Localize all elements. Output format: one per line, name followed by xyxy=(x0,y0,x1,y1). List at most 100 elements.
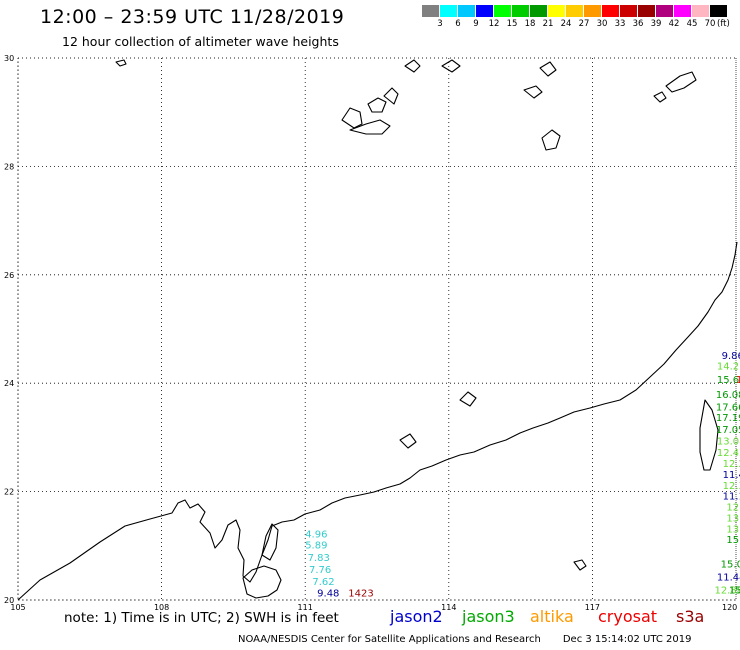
lon-tick-label: 108 xyxy=(154,603,169,612)
legend-label: 27 xyxy=(578,19,590,29)
legend-label: 6 xyxy=(455,19,461,29)
footer-timestamp: Dec 3 15:14:02 UTC 2019 xyxy=(562,634,692,645)
hainan-island-coast xyxy=(242,565,282,599)
wave-height-label: 152 xyxy=(729,585,740,596)
island-14 xyxy=(115,59,127,67)
legend-swatch xyxy=(512,5,530,17)
lat-tick-label: 30 xyxy=(4,54,14,63)
legend-swatch xyxy=(620,5,638,17)
legend-label: 12 xyxy=(488,19,500,29)
footer: NOAA/NESDIS Center for Satellite Applica… xyxy=(238,634,691,645)
island-13 xyxy=(573,559,587,571)
taiwan-coast xyxy=(699,399,719,471)
wave-height-label: 12.8 xyxy=(726,503,740,514)
wave-height-label: 5.89 xyxy=(305,541,327,552)
map-frame xyxy=(17,57,737,601)
leizhou-peninsula-coast xyxy=(261,523,279,561)
wave-height-label: 11.16 xyxy=(723,492,740,503)
island-8 xyxy=(523,85,543,99)
legend-label: 18 xyxy=(524,19,536,29)
legend-swatch xyxy=(476,5,494,17)
legend-label: 21 xyxy=(542,19,554,29)
wave-height-label: 9.48 xyxy=(317,589,339,600)
legend-swatch xyxy=(692,5,710,17)
island-9 xyxy=(541,129,561,151)
wave-height-label: 11.43 xyxy=(723,470,740,481)
wave-height-label: 15.27 xyxy=(726,535,740,546)
legend-swatches xyxy=(422,5,728,17)
wave-height-legend: (ft) 3 6 9 12 15 18 21 24 27 30 33 36 39 42 45 70 xyxy=(422,5,730,31)
legend-label: 39 xyxy=(650,19,662,29)
lat-tick-label: 20 xyxy=(4,596,14,605)
observations-layer: 4.965.897.837.767.629.48 1423 9.8614.27 15.… xyxy=(305,351,740,600)
lon-tick-label: 120 xyxy=(722,603,737,612)
wave-height-label: 9.86 xyxy=(722,351,740,362)
legend-swatch xyxy=(674,5,692,17)
axis-ticks: 105 108 111 114 117 120 20 22 24 26 28 30 xyxy=(4,54,737,612)
mission-jason3: jason3 xyxy=(462,607,515,626)
wave-height-label: 14.27 xyxy=(717,362,740,373)
island-3 xyxy=(383,87,399,105)
wave-height-label: 7.76 xyxy=(309,565,331,576)
wave-height-label: 12.26 xyxy=(723,459,740,470)
legend-label: 3 xyxy=(437,19,443,29)
legend-swatch xyxy=(548,5,566,17)
legend-swatch xyxy=(440,5,458,17)
wave-height-label: 17.05 xyxy=(716,425,740,436)
island-4 xyxy=(349,119,391,135)
wave-height-label: 13.1 xyxy=(726,513,740,524)
coastline xyxy=(17,59,738,601)
map-title: 12:00 – 23:59 UTC 11/28/2019 xyxy=(40,6,345,28)
lon-tick-label: 117 xyxy=(585,603,600,612)
legend-label: 33 xyxy=(614,19,626,29)
wave-height-label: 13.08 xyxy=(717,436,740,447)
wave-height-label: 12.42 xyxy=(717,448,740,459)
map-subtitle: 12 hour collection of altimeter wave hei… xyxy=(62,34,339,49)
wave-height-label: 1423 xyxy=(348,589,373,600)
mission-altika: altika xyxy=(530,607,574,626)
legend-swatch xyxy=(422,5,440,17)
legend-label: 30 xyxy=(596,19,608,29)
legend-label: 70 xyxy=(704,19,716,29)
legend-label: 45 xyxy=(686,19,698,29)
wave-height-label: 12.36 xyxy=(723,481,740,492)
lon-tick-label: 111 xyxy=(298,603,313,612)
legend-swatch xyxy=(584,5,602,17)
wave-height-label: 152 xyxy=(736,375,740,386)
lat-tick-label: 26 xyxy=(4,271,14,280)
wave-height-label: 7.83 xyxy=(308,553,330,564)
wave-height-label: 12.88 xyxy=(714,585,740,596)
wave-height-label: 4.96 xyxy=(305,530,327,541)
island-7 xyxy=(539,61,557,77)
island-1 xyxy=(341,107,363,129)
footer-credit: NOAA/NESDIS Center for Satellite Applica… xyxy=(238,634,541,645)
legend-label: 9 xyxy=(473,19,479,29)
island-12 xyxy=(459,391,477,407)
lat-tick-label: 28 xyxy=(4,162,14,171)
wave-height-label: 15.06 xyxy=(721,559,740,570)
legend-label: 36 xyxy=(632,19,644,29)
lat-tick-label: 22 xyxy=(4,488,14,497)
legend-swatch xyxy=(602,5,620,17)
legend-swatch xyxy=(638,5,656,17)
legend-label: 42 xyxy=(668,19,680,29)
legend-swatch xyxy=(458,5,476,17)
island-2 xyxy=(367,97,387,113)
wave-height-label: 7.62 xyxy=(312,577,334,588)
mission-cryosat: cryosat xyxy=(598,607,658,626)
island-5 xyxy=(404,59,421,73)
legend-swatch xyxy=(710,5,728,17)
island-6 xyxy=(441,59,461,73)
island-10 xyxy=(665,71,697,93)
lon-tick-label: 114 xyxy=(441,603,456,612)
legend-swatch xyxy=(530,5,548,17)
island-15 xyxy=(399,433,417,449)
mission-s3a: s3a xyxy=(676,607,705,626)
wave-height-label: 15.65 xyxy=(717,375,740,386)
legend-labels: (ft) 3 6 9 12 15 18 21 24 27 30 33 36 39 42 45 70 xyxy=(422,17,730,31)
legend-label: 24 xyxy=(560,19,572,29)
map-grid xyxy=(17,57,737,601)
mission-jason2: jason2 xyxy=(390,607,443,626)
lat-tick-label: 24 xyxy=(4,379,14,388)
